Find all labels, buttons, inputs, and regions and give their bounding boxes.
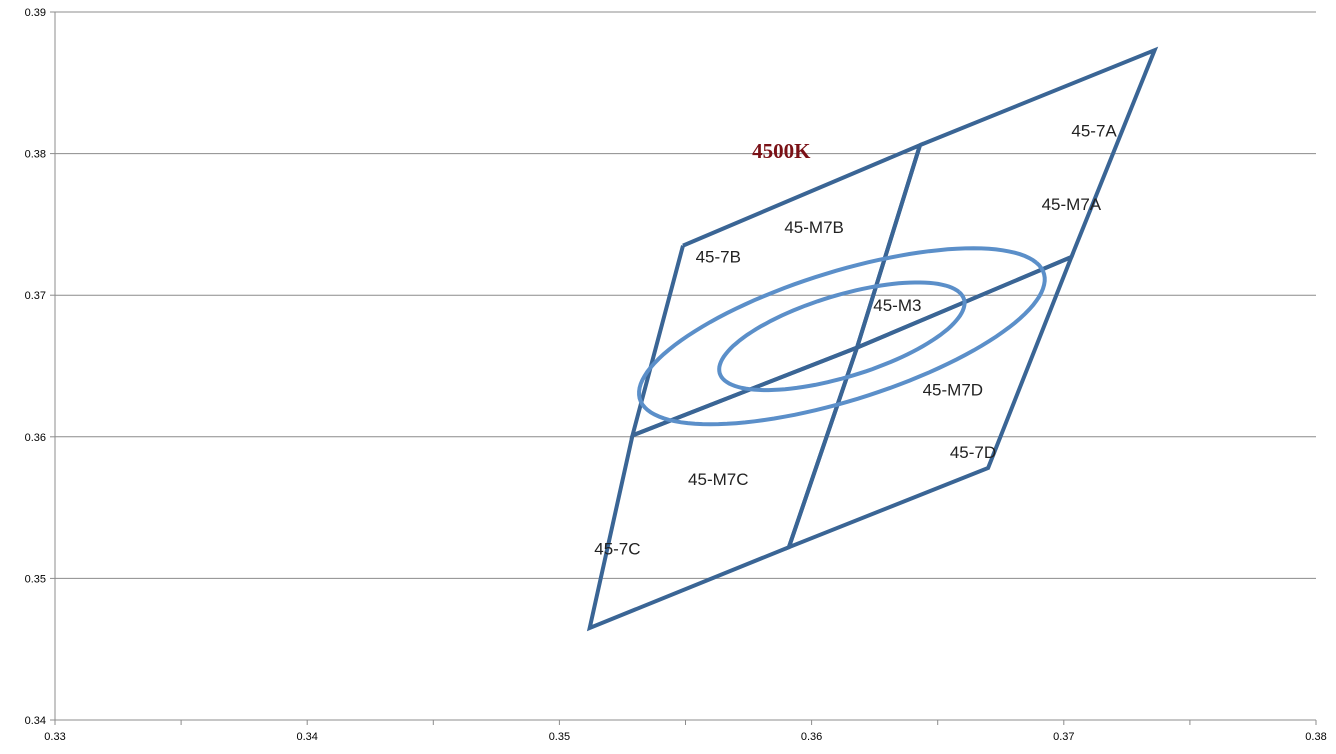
region-label: 45-M7C	[688, 470, 748, 489]
x-tick-label: 0.35	[549, 731, 570, 743]
region-label: 45-7B	[696, 248, 741, 267]
y-tick-label: 0.35	[25, 573, 46, 585]
x-tick-label: 0.37	[1053, 731, 1074, 743]
ellipse-45-m3	[717, 280, 967, 393]
x-tick-label: 0.36	[801, 731, 822, 743]
x-tick-label: 0.34	[296, 731, 317, 743]
y-tick-label: 0.37	[25, 290, 46, 302]
x-tick-label: 0.38	[1305, 731, 1326, 743]
axis-layer: 0.34 0.35 0.36 0.37 0.38 0.39 0.33 0.34 0.35 0.36…	[25, 7, 1327, 743]
y-tick-label: 0.36	[25, 432, 46, 444]
region-label: 45-M7B	[784, 218, 844, 237]
cct-label: 4500K	[752, 139, 811, 163]
region-label: 45-7C	[594, 539, 640, 558]
region-label: 45-M7D	[923, 381, 983, 400]
grid-layer	[55, 11, 1316, 579]
y-tick-label: 0.39	[25, 7, 46, 19]
ellipse-45-m7	[637, 246, 1047, 427]
bin-45-7d	[785, 253, 1076, 551]
y-tick-label: 0.38	[25, 149, 46, 161]
y-tick-label: 0.34	[25, 715, 46, 727]
macadam-ellipses	[637, 246, 1047, 427]
bin-quadrangles	[586, 46, 1159, 632]
x-tick-label: 0.33	[44, 731, 65, 743]
region-label: 45-7A	[1071, 122, 1117, 141]
region-label: 45-7D	[950, 443, 996, 462]
region-label: 45-M3	[873, 296, 921, 315]
region-label: 45-M7A	[1042, 195, 1102, 214]
region-labels: 4500K 45-7A 45-M7A 45-7B 45-M7B 45-M3 45-M7D 45…	[594, 122, 1117, 559]
